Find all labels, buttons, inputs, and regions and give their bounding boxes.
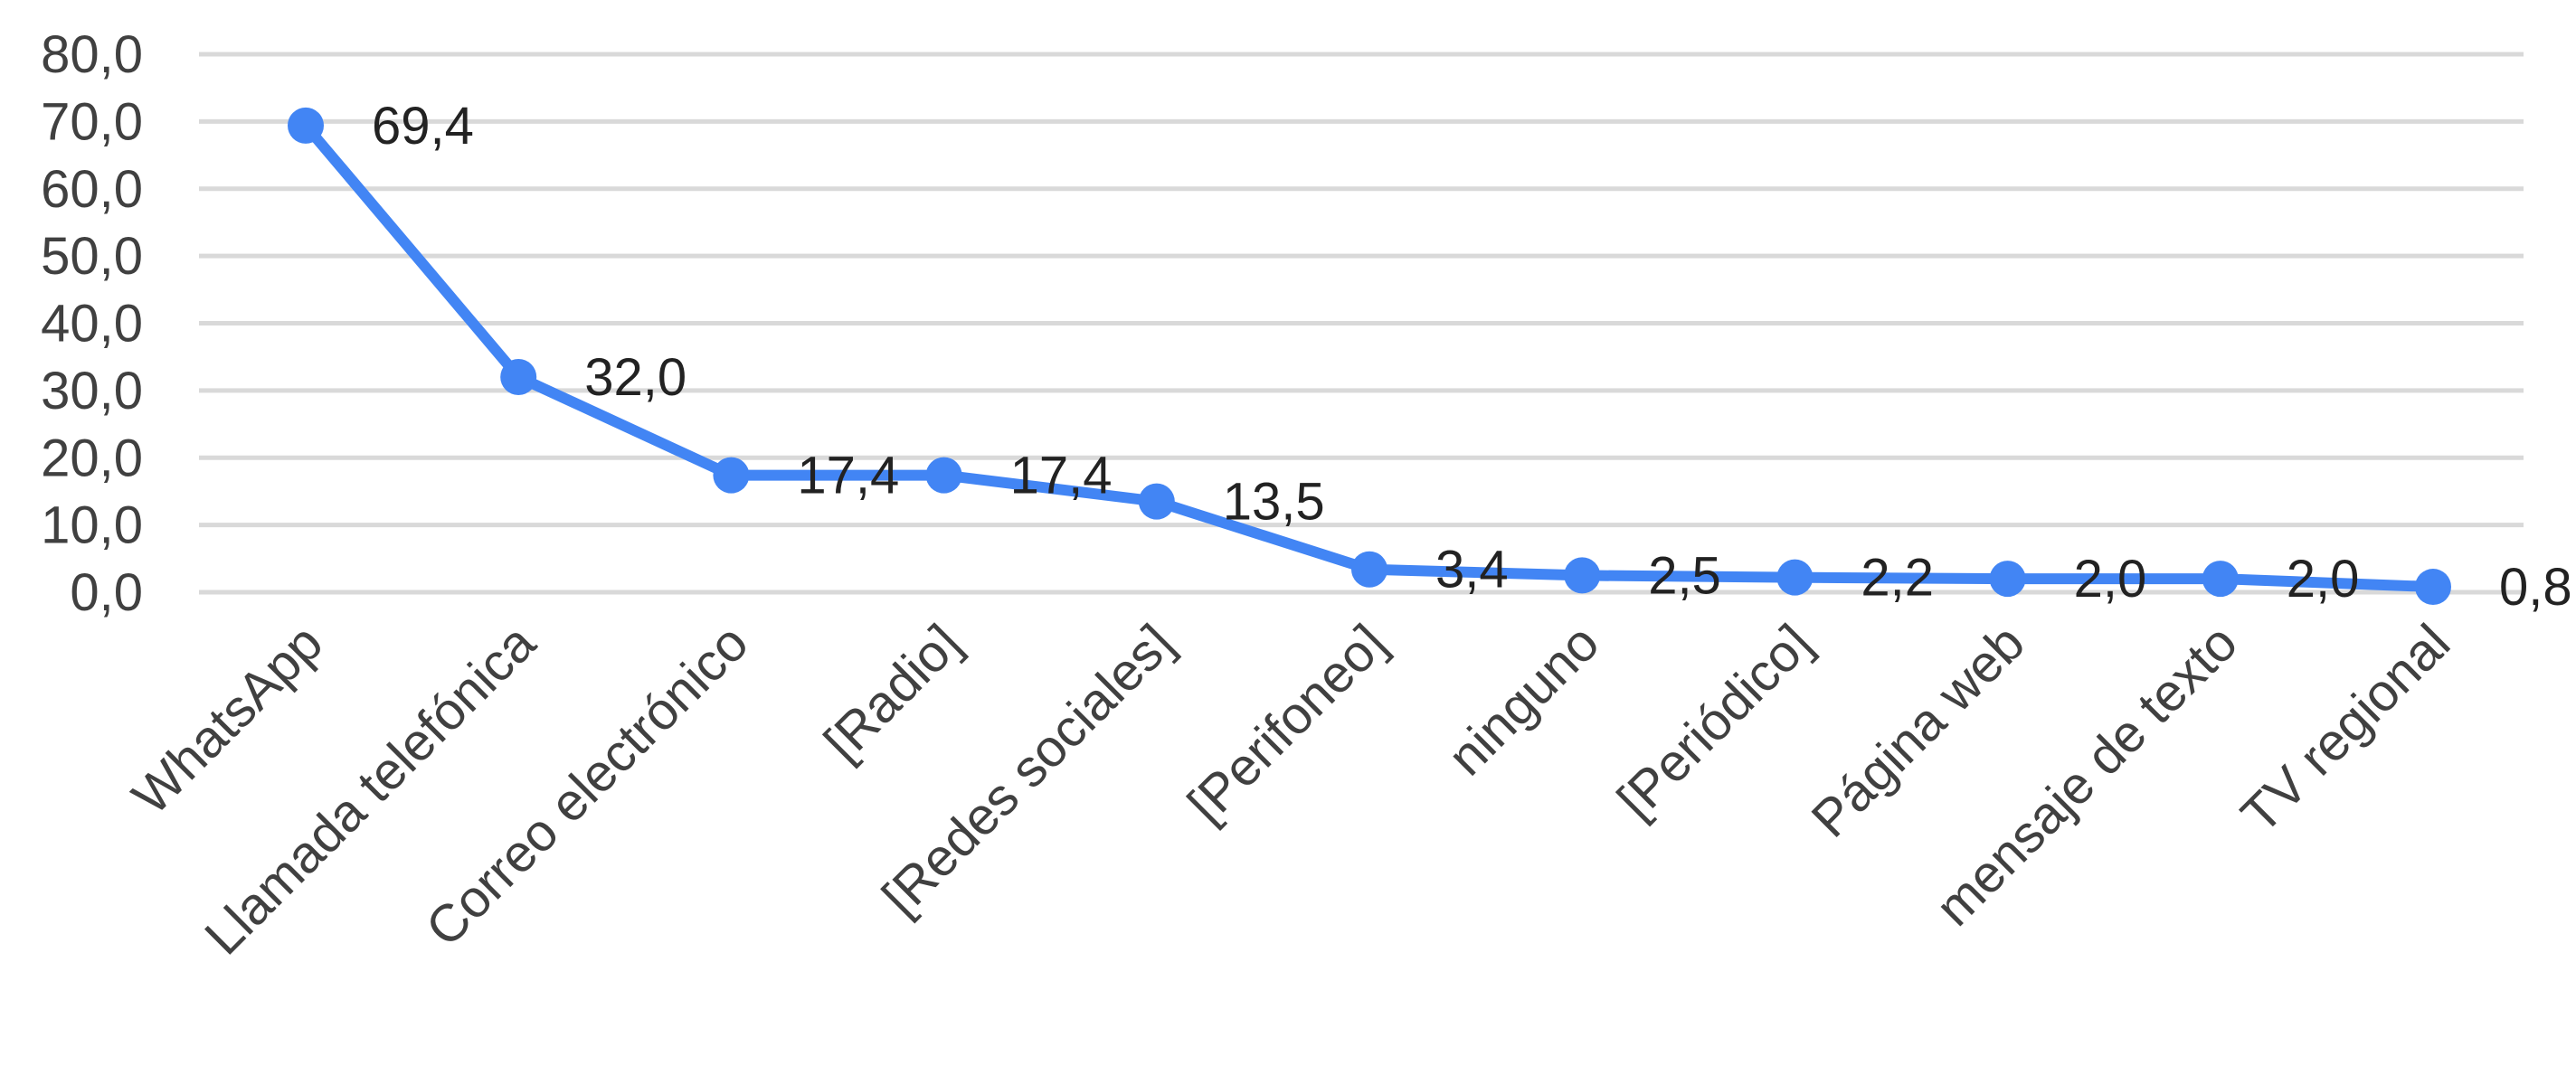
data-point bbox=[2202, 561, 2239, 598]
data-point bbox=[1138, 483, 1175, 520]
x-category-label: Página web bbox=[1800, 613, 2035, 848]
y-tick-label: 20,0 bbox=[41, 429, 143, 487]
data-label: 32,0 bbox=[584, 348, 687, 407]
y-tick-label: 40,0 bbox=[41, 295, 143, 354]
y-tick-label: 30,0 bbox=[41, 362, 143, 420]
data-label: 2,2 bbox=[1861, 549, 1934, 608]
x-category-label: [Periódico] bbox=[1606, 613, 1823, 830]
x-category-label: WhatsApp bbox=[121, 613, 334, 825]
x-category-label: TV regional bbox=[2230, 613, 2461, 844]
data-label: 2,5 bbox=[1648, 546, 1721, 605]
y-tick-label: 50,0 bbox=[41, 227, 143, 286]
x-category-label: ninguno bbox=[1436, 613, 1610, 787]
data-point bbox=[1564, 557, 1601, 594]
series-points-layer bbox=[288, 107, 2451, 606]
data-label: 0,8 bbox=[2499, 558, 2572, 617]
data-point bbox=[925, 457, 962, 494]
data-label: 69,4 bbox=[372, 97, 474, 156]
data-point bbox=[1989, 561, 2026, 598]
data-point bbox=[713, 457, 750, 494]
data-point bbox=[1351, 551, 1387, 588]
data-point bbox=[1776, 559, 1814, 596]
data-point bbox=[2415, 569, 2451, 606]
y-tick-label: 0,0 bbox=[70, 563, 143, 622]
data-point bbox=[288, 107, 324, 144]
x-category-label: [Radio] bbox=[813, 613, 972, 772]
y-tick-label: 70,0 bbox=[41, 92, 143, 151]
data-label: 17,4 bbox=[797, 447, 899, 505]
data-label: 2,0 bbox=[2074, 550, 2147, 608]
data-labels-layer: 69,4 32,0 17,4 17,4 13,5 3,4 2,5 2,2 2,0 2,0 0,8 bbox=[372, 97, 2572, 617]
y-tick-label: 80,0 bbox=[41, 25, 143, 84]
y-tick-label: 10,0 bbox=[41, 496, 143, 555]
y-tick-label: 60,0 bbox=[41, 160, 143, 219]
data-label: 3,4 bbox=[1435, 541, 1509, 599]
y-axis-ticks: 0,0 10,0 20,0 30,0 40,0 50,0 60,0 70,0 80,0 bbox=[41, 25, 143, 622]
data-label: 17,4 bbox=[1010, 447, 1113, 505]
grid-layer bbox=[199, 52, 2524, 595]
x-category-label: [Perifoneo] bbox=[1177, 613, 1397, 834]
data-label: 13,5 bbox=[1223, 473, 1325, 532]
data-point bbox=[500, 359, 537, 395]
data-label: 2,0 bbox=[2287, 550, 2360, 608]
